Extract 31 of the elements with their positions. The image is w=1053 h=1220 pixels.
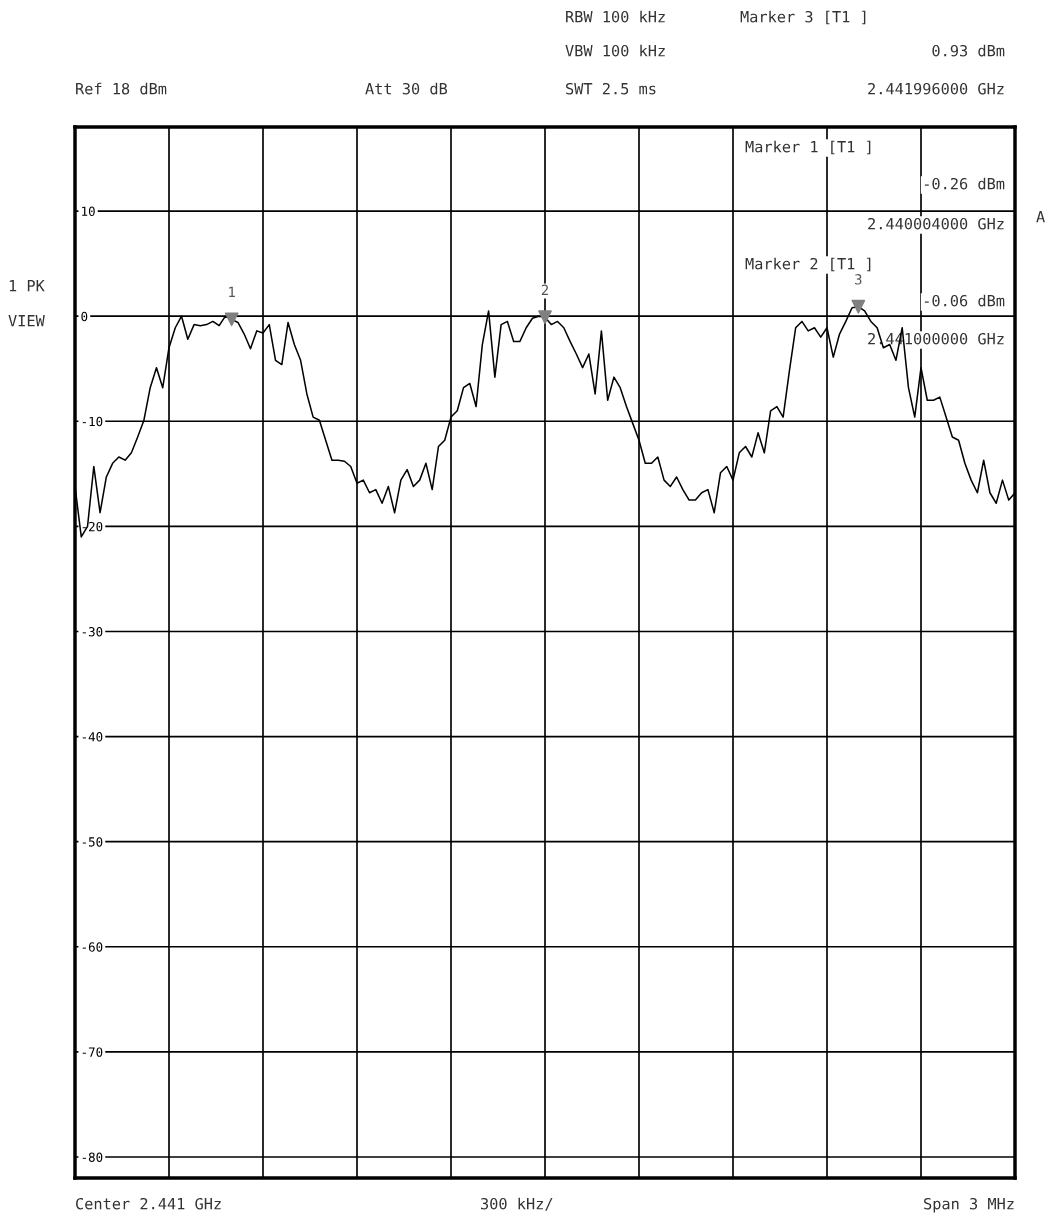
- text: 2.441996000 GHz: [868, 82, 1004, 95]
- y-tick-label: 0: [81, 311, 88, 322]
- text: Ref 18 dBm: [76, 82, 167, 95]
- text: A: [1036, 211, 1045, 223]
- annotation: Marker 1 [T1 ]: [745, 140, 871, 155]
- annotation: -0.26 dBm: [924, 177, 1005, 190]
- y-tick-label: -10: [82, 416, 103, 427]
- annotation: 3: [855, 274, 862, 285]
- annotation: -0.06 dBm: [924, 294, 1005, 307]
- text: Marker 3 [T1 ]: [740, 10, 866, 25]
- y-tick-label: -40: [82, 732, 103, 742]
- y-tick-label: -80: [82, 1152, 103, 1162]
- text: 0.93 dBm: [932, 44, 1005, 57]
- y-tick-label: -60: [82, 942, 103, 952]
- text: Center 2.441 GHz: [76, 1197, 221, 1210]
- annotation: 2: [541, 284, 548, 295]
- annotation: 2.440004000 GHz: [868, 217, 1004, 230]
- y-tick-label: 10: [82, 206, 95, 217]
- text: SWT 2.5 ms: [566, 82, 656, 95]
- text: 1 PK: [9, 280, 45, 292]
- y-tick-label: -50: [82, 837, 103, 847]
- text: VIEW: [8, 315, 45, 327]
- text: 300 kHz/: [481, 1197, 553, 1211]
- annotation: 1: [229, 286, 235, 297]
- annotation: Marker 2 [T1 ]: [745, 257, 871, 272]
- text: RBW 100 kHz: [566, 10, 665, 23]
- text: VBW 100 kHz: [565, 44, 665, 57]
- text: Att 30 dB: [365, 82, 448, 95]
- y-tick-label: -30: [82, 626, 103, 637]
- y-tick-label: -70: [82, 1047, 103, 1057]
- text: Span 3 MHz: [924, 1197, 1014, 1213]
